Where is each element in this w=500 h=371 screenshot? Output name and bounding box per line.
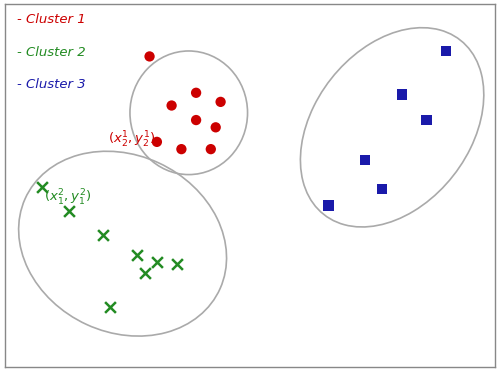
Point [361,157,369,163]
Point [216,99,224,105]
Point [207,146,215,152]
Point [172,261,180,267]
Point [192,117,200,123]
Text: $(x_1^2, y_1^2)$: $(x_1^2, y_1^2)$ [44,188,92,208]
Point [422,117,430,123]
Point [212,124,220,130]
Point [398,92,406,98]
Text: - Cluster 2: - Cluster 2 [17,46,86,59]
Point [64,208,72,214]
Text: $(x_2^1, y_2^1)$: $(x_2^1, y_2^1)$ [108,130,155,150]
Point [153,259,161,265]
Text: - Cluster 3: - Cluster 3 [17,78,86,91]
Point [106,304,114,310]
Point [178,146,186,152]
Text: - Cluster 1: - Cluster 1 [17,13,86,26]
Point [442,48,450,54]
Point [153,139,161,145]
Point [140,270,148,276]
Point [134,252,141,257]
Point [146,53,154,59]
Point [324,203,332,209]
Point [192,90,200,96]
Point [38,184,46,190]
Point [378,186,386,192]
Point [168,102,175,108]
Point [99,232,107,237]
